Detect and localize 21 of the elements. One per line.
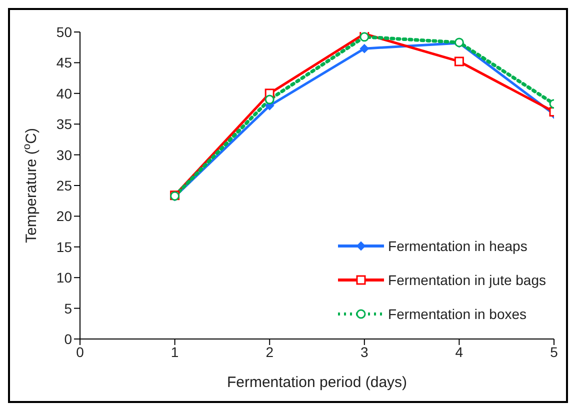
x-axis-title: Fermentation period (days)	[226, 374, 408, 391]
x-tick-label: 5	[550, 344, 558, 360]
x-tick-label: 4	[455, 344, 464, 360]
legend-label: Fermentation in heaps	[388, 238, 528, 254]
y-tick-label: 30	[56, 146, 72, 163]
y-tick-label: 10	[56, 270, 72, 286]
y-tick-label: 40	[56, 85, 72, 102]
y-tick-label: 20	[56, 208, 72, 224]
y-tick-label: 45	[56, 54, 72, 71]
y-tick-label: 50	[56, 24, 72, 40]
legend-label: Fermentation in jute bags	[388, 272, 546, 288]
x-tick-label: 3	[360, 344, 368, 360]
y-tick-label: 15	[56, 238, 72, 255]
x-tick-label: 1	[170, 344, 179, 360]
legend-label: Fermentation in boxes	[388, 306, 527, 322]
y-tick-label: 0	[64, 330, 72, 347]
x-tick-label: 2	[266, 344, 274, 360]
y-tick-label: 5	[64, 300, 72, 316]
y-tick-label: 25	[56, 177, 72, 194]
y-tick-label: 35	[56, 116, 72, 132]
x-tick-label: 0	[76, 344, 84, 360]
